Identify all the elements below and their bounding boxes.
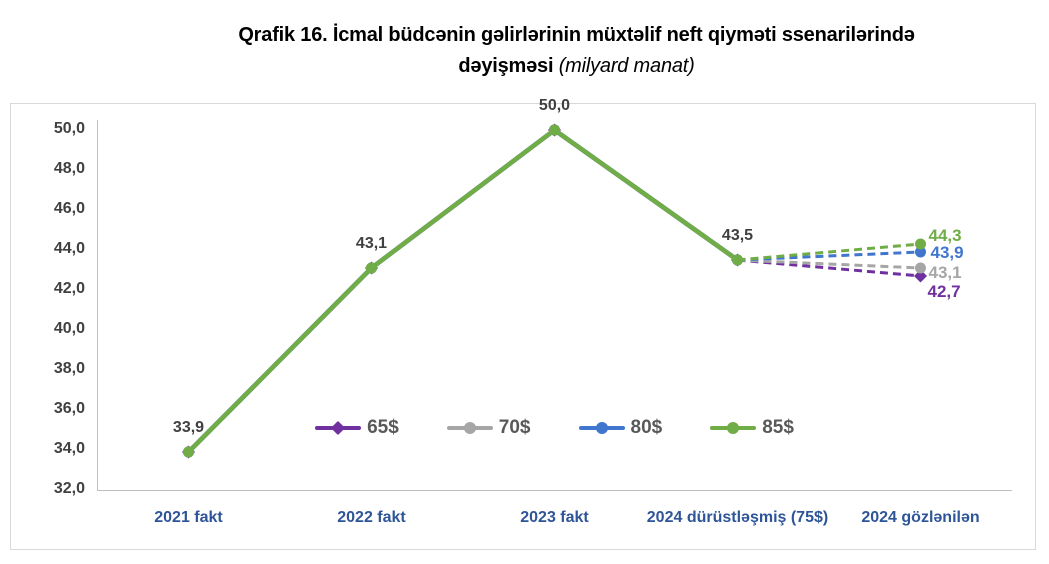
series-line-80$ bbox=[186, 127, 739, 454]
data-point-label: 43,5 bbox=[721, 227, 754, 244]
x-axis-category-label: 2023 fakt bbox=[520, 509, 589, 526]
legend-marker-icon bbox=[595, 422, 608, 434]
y-axis-tick-label: 48,0 bbox=[53, 160, 85, 177]
legend-item-85$: 85$ bbox=[710, 417, 794, 439]
y-axis-tick-label: 42,0 bbox=[53, 280, 85, 297]
legend-item-80$: 80$ bbox=[578, 417, 663, 439]
legend-label: 85$ bbox=[762, 417, 794, 438]
x-axis-category-label: 2024 dürüstləşmiş (75$) bbox=[646, 509, 829, 526]
chart-frame bbox=[10, 103, 1036, 550]
legend-item-70$: 70$ bbox=[446, 417, 531, 439]
legend-label: 65$ bbox=[367, 417, 399, 438]
series-line-70$ bbox=[186, 127, 739, 454]
data-point-marker-85$ bbox=[732, 254, 743, 266]
data-point-marker-85$ bbox=[549, 124, 560, 136]
end-value-label: 44,3 bbox=[928, 226, 962, 245]
data-point-marker-80$ bbox=[915, 246, 926, 258]
x-axis-category-label: 2021 fakt bbox=[154, 509, 223, 526]
legend-line-icon bbox=[315, 420, 362, 436]
series-line-65$ bbox=[186, 127, 739, 454]
data-point-marker-70$ bbox=[915, 262, 926, 274]
chart-title-line2-bold: dəyişməsi bbox=[458, 55, 554, 77]
series-dash-line-70$ bbox=[737, 258, 921, 270]
y-axis-tick-label: 46,0 bbox=[53, 200, 85, 217]
end-value-label: 43,9 bbox=[930, 243, 964, 262]
legend-line-icon bbox=[578, 422, 625, 434]
x-axis-category-label: 2022 fakt bbox=[337, 509, 406, 526]
legend-label: 70$ bbox=[498, 417, 531, 438]
chart-title-line2-italic: (milyard manat) bbox=[558, 55, 695, 77]
chart-title-line1: Qrafik 16. İcmal büdcənin gəlirlərinin m… bbox=[238, 24, 915, 46]
series-dash-line-85$ bbox=[737, 242, 921, 262]
chart-title: Qrafik 16. İcmal büdcənin gəlirlərinin m… bbox=[110, 20, 1043, 82]
data-point-marker-85$ bbox=[915, 238, 926, 250]
legend: 65$ 70$ 80$ 85$ bbox=[97, 416, 1012, 440]
y-axis-tick-label: 44,0 bbox=[53, 240, 85, 257]
legend-line-icon bbox=[710, 422, 757, 434]
legend-line-icon bbox=[446, 422, 493, 434]
legend-marker-icon bbox=[463, 422, 476, 434]
end-value-label: 43,1 bbox=[928, 263, 962, 282]
y-axis-tick-label: 50,0 bbox=[53, 120, 85, 137]
end-value-label: 42,7 bbox=[927, 282, 961, 301]
legend-label: 80$ bbox=[630, 417, 663, 438]
y-axis-tick-label: 38,0 bbox=[53, 360, 85, 377]
data-point-label: 33,9 bbox=[172, 419, 205, 436]
data-point-label: 50,0 bbox=[538, 97, 571, 114]
data-point-label: 43,1 bbox=[355, 235, 388, 252]
data-point-marker-65$ bbox=[913, 269, 928, 283]
x-axis-category-label: 2024 gözlənilən bbox=[861, 509, 980, 526]
series-line-85$ bbox=[186, 127, 739, 454]
y-axis-tick-label: 40,0 bbox=[53, 320, 85, 337]
y-axis-tick-label: 34,0 bbox=[53, 440, 85, 457]
y-axis-tick-label: 36,0 bbox=[53, 400, 85, 417]
data-point-marker-85$ bbox=[183, 446, 194, 458]
legend-marker-icon bbox=[331, 420, 346, 436]
data-point-marker-85$ bbox=[366, 262, 377, 274]
legend-marker-icon bbox=[727, 422, 740, 434]
y-axis-tick-label: 32,0 bbox=[53, 480, 85, 497]
legend-item-65$: 65$ bbox=[315, 417, 399, 439]
